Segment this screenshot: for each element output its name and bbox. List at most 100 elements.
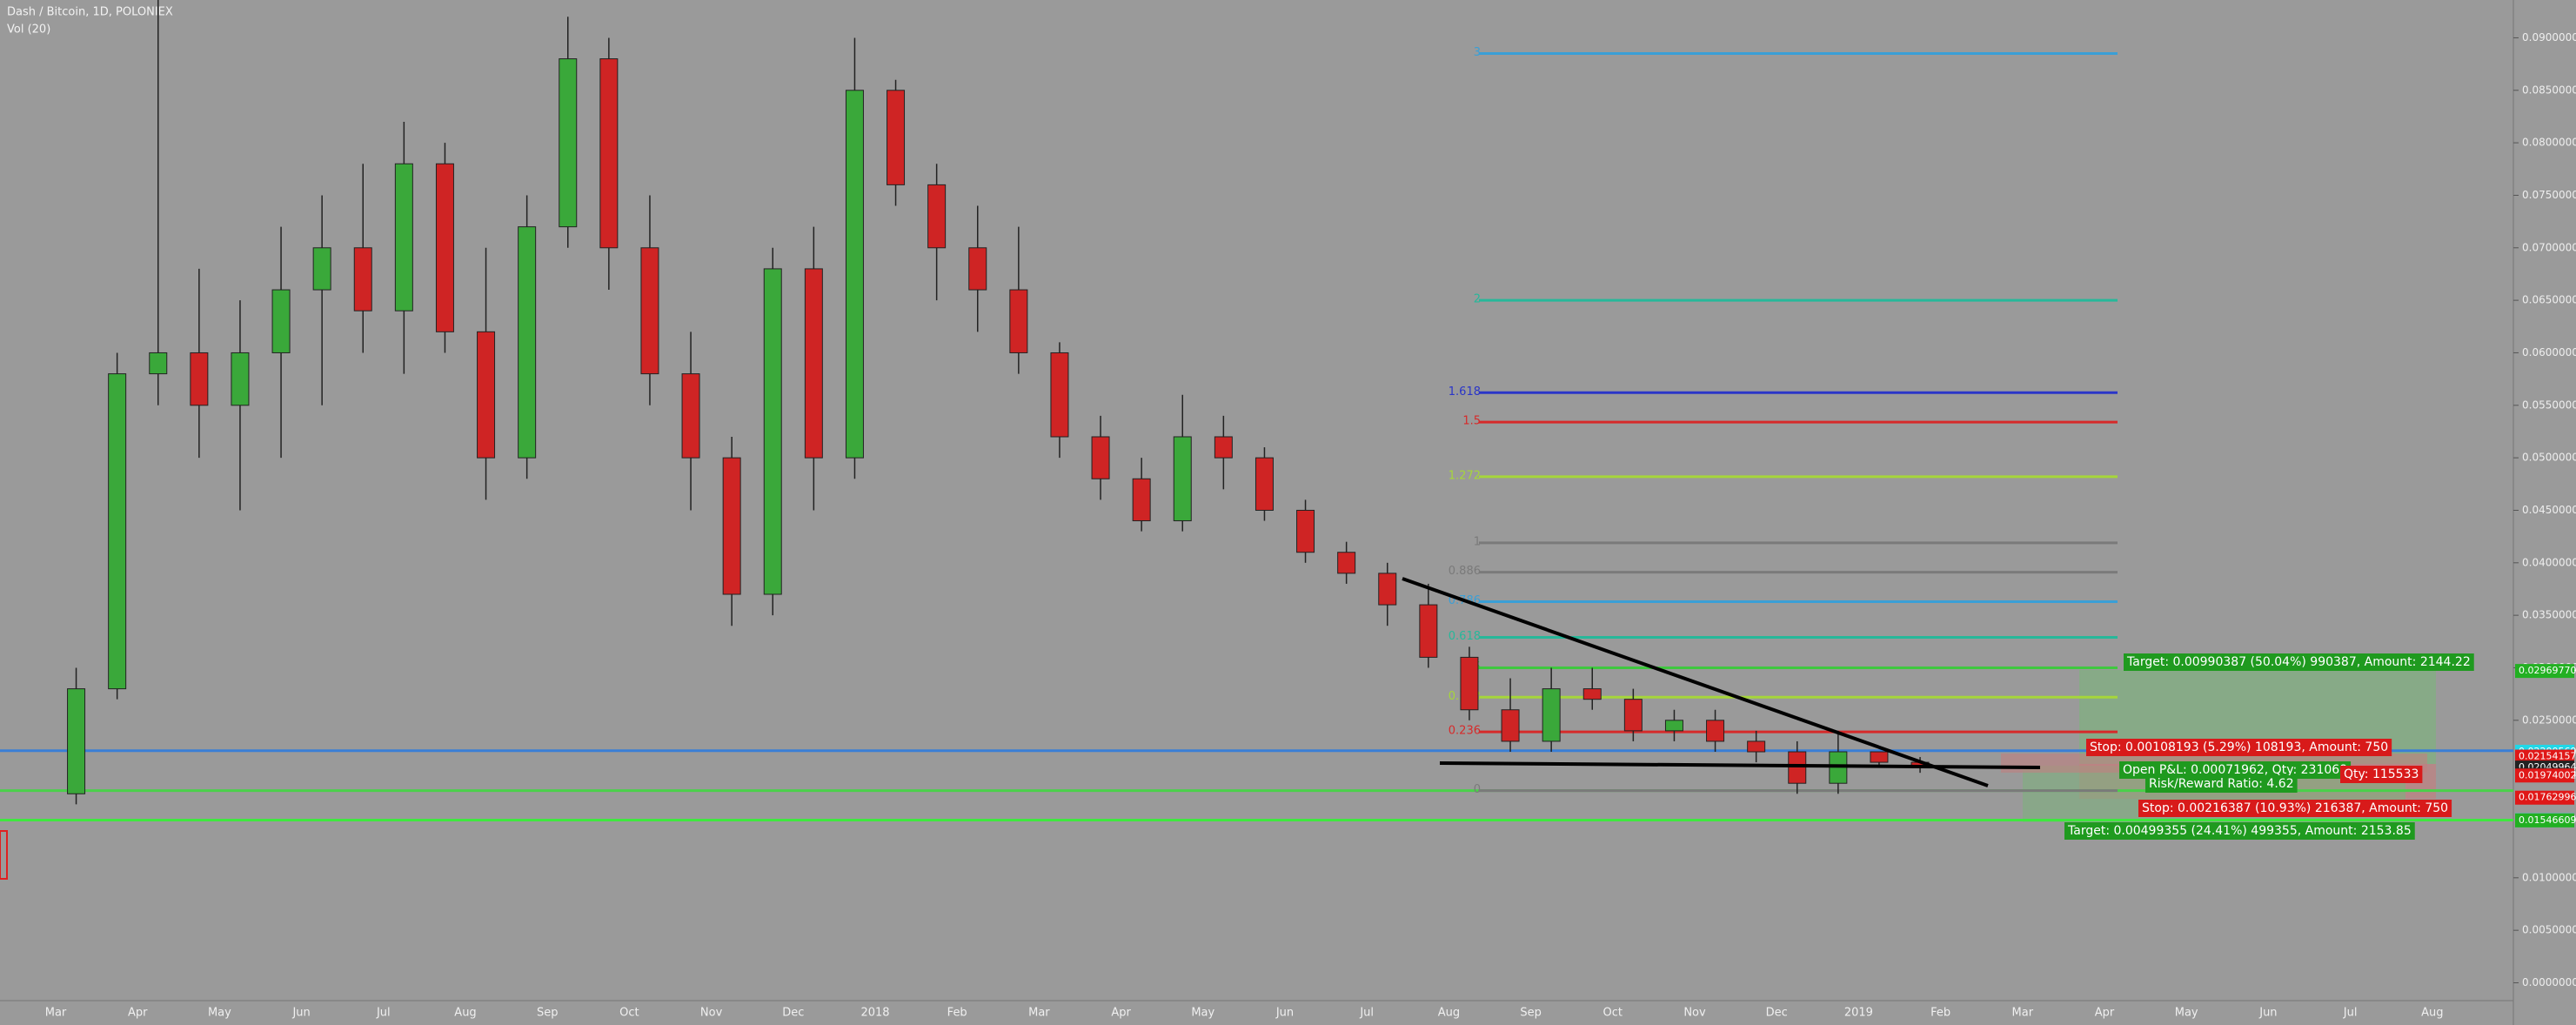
candle-body — [1870, 751, 1889, 763]
candle-body — [1623, 699, 1643, 732]
candle-body — [1173, 436, 1192, 522]
candle-body — [518, 226, 537, 459]
annotation-box — [2064, 822, 2415, 840]
fib-label: 1.5 — [1462, 415, 1481, 428]
x-tick-label: Mar — [45, 1007, 67, 1020]
candle-body — [1542, 688, 1561, 742]
marker-box — [0, 830, 8, 880]
candle-body — [477, 331, 496, 459]
candle-body — [1009, 289, 1028, 353]
x-tick-label: 2018 — [860, 1007, 889, 1020]
x-tick-label: Jul — [1359, 1007, 1374, 1020]
x-tick-label: Sep — [1520, 1007, 1542, 1020]
price-label: 0.01974002 — [2519, 769, 2576, 780]
candle-body — [804, 268, 823, 459]
x-tick-label: Aug — [2421, 1007, 2443, 1020]
price-label-box — [2515, 664, 2574, 679]
x-tick-label: Mar — [2012, 1007, 2034, 1020]
candle-body — [968, 247, 987, 291]
candle-body — [1255, 457, 1274, 511]
candle-body — [1337, 552, 1356, 574]
x-tick-label: Apr — [128, 1007, 148, 1020]
x-tick-label: May — [208, 1007, 231, 1020]
fib-label: 2 — [1474, 293, 1481, 306]
x-tick-label: Jun — [291, 1007, 310, 1020]
x-tick-label: Oct — [1603, 1007, 1623, 1020]
x-tick-label: Nov — [700, 1007, 723, 1020]
annotation-box — [2145, 775, 2298, 793]
candle-body — [1132, 478, 1151, 522]
annotation-box — [2119, 761, 2352, 779]
x-tick-label: Feb — [947, 1007, 967, 1020]
candle-body — [1664, 720, 1683, 732]
x-tick-label: Feb — [1930, 1007, 1950, 1020]
fib-label: 3 — [1474, 46, 1481, 59]
candle-body — [1050, 352, 1069, 438]
x-tick-label: Jun — [2258, 1007, 2277, 1020]
candle-body — [1788, 751, 1807, 784]
price-label-box — [2515, 813, 2574, 827]
fib-label: 0 — [1474, 783, 1481, 796]
fib-label: 0.886 — [1449, 565, 1481, 578]
x-tick-label: Mar — [1028, 1007, 1050, 1020]
candle-body — [640, 247, 659, 375]
x-tick-label: May — [1191, 1007, 1214, 1020]
candle-body — [1747, 740, 1766, 753]
candle-body — [1419, 604, 1438, 658]
x-tick-label: Apr — [2095, 1007, 2115, 1020]
x-tick-label: Nov — [1683, 1007, 1706, 1020]
candle-body — [190, 352, 209, 406]
x-tick-label: Jul — [2343, 1007, 2358, 1020]
x-tick-label: Jun — [1275, 1007, 1294, 1020]
x-tick-label: Jul — [376, 1007, 391, 1020]
candle-body — [435, 163, 454, 332]
annotation-text: Qty: 115533 — [2344, 767, 2419, 781]
candle-body — [1582, 688, 1602, 700]
x-tick-label: 2019 — [1844, 1007, 1873, 1020]
candle-body — [1501, 709, 1520, 742]
candle-body — [559, 58, 578, 228]
y-tick-label: 0.00000000 — [2522, 976, 2576, 988]
x-tick-label: Oct — [619, 1007, 639, 1020]
fib-label: 0.236 — [1449, 725, 1481, 738]
candle-body — [1091, 436, 1110, 479]
annotation-box — [2124, 653, 2474, 671]
candle-body — [353, 247, 372, 312]
annotation-text: Risk/Reward Ratio: 4.62 — [2149, 777, 2294, 791]
candle-body — [149, 352, 168, 375]
candle-body — [1460, 656, 1479, 711]
candle-body — [271, 289, 291, 353]
x-tick-label: Dec — [1766, 1007, 1788, 1020]
candle-body — [1378, 573, 1397, 606]
chart-title: Dash / Bitcoin, 1D, POLONIEX — [7, 6, 173, 19]
candle-body — [231, 352, 250, 406]
candle-body — [722, 457, 741, 595]
volume-label: Vol (20) — [7, 23, 50, 37]
price-label-box — [2515, 749, 2574, 764]
price-label-box — [2515, 790, 2574, 805]
annotation-text: Stop: 0.00216387 (10.93%) 216387, Amount… — [2142, 801, 2448, 815]
annotation-box — [2086, 739, 2392, 756]
candle-body — [1296, 509, 1315, 553]
candle-body — [927, 184, 947, 249]
price-label: 0.01762996 — [2519, 792, 2576, 803]
x-tick-label: Sep — [537, 1007, 559, 1020]
x-tick-label: Aug — [454, 1007, 476, 1020]
annotation-box — [2340, 766, 2423, 783]
fib-label: 1 — [1474, 535, 1481, 548]
x-tick-label: Dec — [782, 1007, 804, 1020]
candle-body — [599, 58, 619, 249]
annotation-text: Open P&L: 0.00071962, Qty: 231068 — [2123, 763, 2347, 777]
trend-line — [1402, 577, 1989, 787]
